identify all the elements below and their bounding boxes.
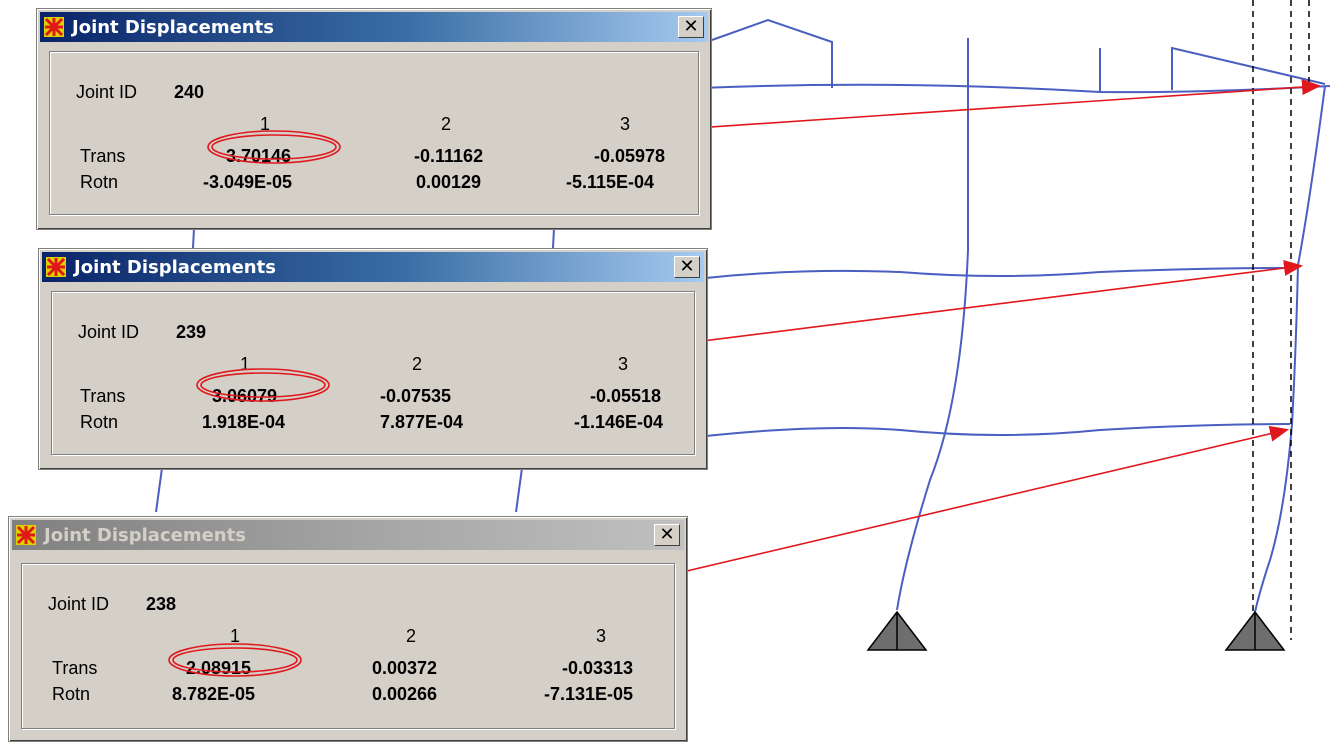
dialog-titlebar[interactable]: Joint Displacements ✕ xyxy=(40,12,708,42)
rotn-value-1: -3.049E-05 xyxy=(203,172,293,192)
dialog-titlebar[interactable]: Joint Displacements ✕ xyxy=(42,252,704,282)
rotn-value-1: 1.918E-04 xyxy=(202,412,286,432)
column-header-2: 2 xyxy=(441,114,452,134)
pin-support-icon xyxy=(866,610,928,651)
close-icon: ✕ xyxy=(679,256,695,277)
joint-id-label: Joint ID xyxy=(78,322,140,342)
close-button[interactable]: ✕ xyxy=(654,524,680,546)
column-header-1: 1 xyxy=(230,626,241,646)
trans-value-3: -0.05518 xyxy=(590,386,662,406)
roof-tower xyxy=(1171,46,1326,90)
pin-support-icon xyxy=(1224,610,1286,651)
roof-level-beam xyxy=(699,83,1331,94)
displacement-groupbox: Joint ID 238 1 2 3 Trans 2.08915 0.00372… xyxy=(21,563,675,729)
joint-displacements-dialog-240: Joint Displacements ✕ Joint ID 240 1 2 3… xyxy=(36,8,712,230)
rotn-value-3: -1.146E-04 xyxy=(574,412,664,432)
rotn-value-2: 7.877E-04 xyxy=(380,412,464,432)
sap2000-app-icon xyxy=(46,257,66,277)
joint-id-value: 240 xyxy=(174,82,205,102)
column-stub-b xyxy=(552,227,555,249)
column-stub-d xyxy=(515,467,523,513)
trans-value-2: -0.11162 xyxy=(414,146,484,166)
rotn-value-3: -7.131E-05 xyxy=(544,684,634,704)
column-header-2: 2 xyxy=(406,626,417,646)
trans-value-1: 2.08915 xyxy=(186,658,252,678)
joint-id-label: Joint ID xyxy=(48,594,110,614)
trans-value-2: -0.07535 xyxy=(380,386,452,406)
joint-id-value: 239 xyxy=(176,322,207,342)
trans-row-label: Trans xyxy=(52,658,98,678)
joint-id-label: Joint ID xyxy=(76,82,138,102)
trans-value-3: -0.05978 xyxy=(594,146,666,166)
left-column xyxy=(896,38,969,611)
column-header-3: 3 xyxy=(618,354,629,374)
close-icon: ✕ xyxy=(683,16,699,37)
trans-value-1: 3.70146 xyxy=(226,146,292,166)
column-stub-c xyxy=(155,467,163,513)
trans-row-label: Trans xyxy=(80,146,126,166)
rotn-value-2: 0.00266 xyxy=(372,684,438,704)
dialog-title: Joint Displacements xyxy=(44,524,246,546)
second-level-beam xyxy=(705,267,1291,279)
close-button[interactable]: ✕ xyxy=(678,16,704,38)
roof-parapet xyxy=(711,18,833,88)
joint-displacements-dialog-239: Joint Displacements ✕ Joint ID 239 1 2 3… xyxy=(38,248,708,470)
sap2000-app-icon xyxy=(16,525,36,545)
rotn-value-3: -5.115E-04 xyxy=(566,172,655,192)
column-stub-a xyxy=(192,227,195,249)
displacement-groupbox: Joint ID 239 1 2 3 Trans 3.06079 -0.0753… xyxy=(51,291,695,455)
dialog-title: Joint Displacements xyxy=(74,256,276,278)
column-header-2: 2 xyxy=(412,354,423,374)
joint-id-value: 238 xyxy=(146,594,177,614)
column-header-1: 1 xyxy=(260,114,271,134)
rotn-row-label: Rotn xyxy=(52,684,91,704)
column-header-3: 3 xyxy=(620,114,631,134)
trans-value-3: -0.03313 xyxy=(562,658,634,678)
rotn-row-label: Rotn xyxy=(80,172,119,192)
rotn-value-2: 0.00129 xyxy=(416,172,482,192)
sap2000-app-icon xyxy=(44,17,64,37)
joint-displacements-dialog-238: Joint Displacements ✕ Joint ID 238 1 2 3… xyxy=(8,516,688,742)
trans-value-1: 3.06079 xyxy=(212,386,278,406)
first-level-beam xyxy=(705,423,1291,437)
trans-row-label: Trans xyxy=(80,386,126,406)
column-header-1: 1 xyxy=(240,354,251,374)
trans-value-2: 0.00372 xyxy=(372,658,438,678)
dialog-title: Joint Displacements xyxy=(72,16,274,38)
dialog-titlebar[interactable]: Joint Displacements ✕ xyxy=(12,520,684,550)
right-column xyxy=(1254,85,1326,613)
rotn-value-1: 8.782E-05 xyxy=(172,684,256,704)
close-icon: ✕ xyxy=(659,524,675,545)
rotn-row-label: Rotn xyxy=(80,412,119,432)
column-header-3: 3 xyxy=(596,626,607,646)
close-button[interactable]: ✕ xyxy=(674,256,700,278)
displacement-groupbox: Joint ID 240 1 2 3 Trans 3.70146 -0.1116… xyxy=(49,51,699,215)
